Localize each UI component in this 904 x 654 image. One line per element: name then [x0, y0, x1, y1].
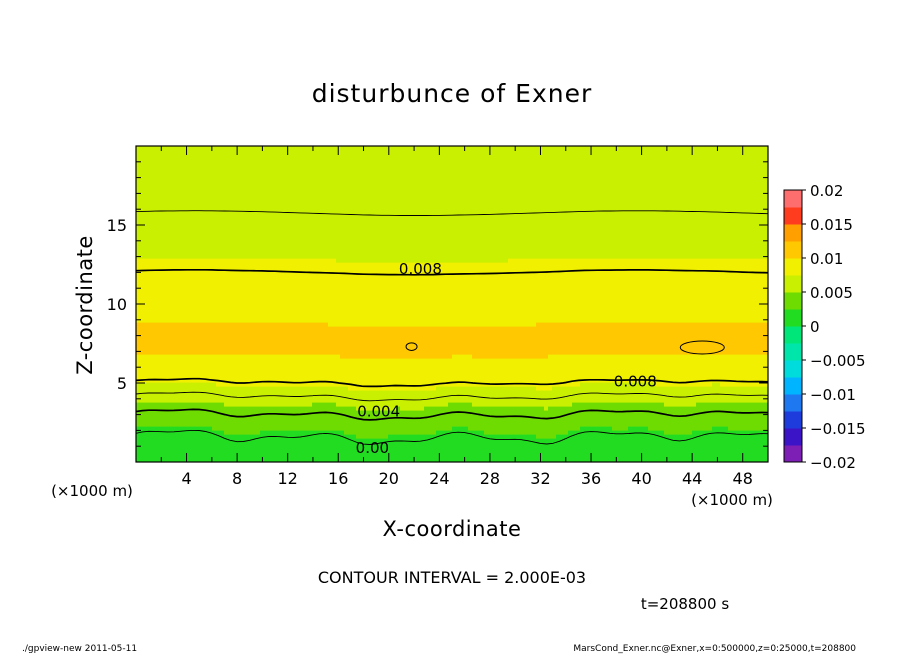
colorbar-swatch [784, 207, 802, 225]
colorbar-swatch [784, 343, 802, 361]
colorbar-tick-labels: 0.02 0.015 0.01 0.005 0 −0.005 −0.01 −0.015 −0.0… [802, 182, 866, 472]
colorbar-swatch [784, 377, 802, 395]
colorbar-tick-label: 0 [810, 318, 820, 336]
colorbar-tick-label: 0.015 [810, 216, 853, 234]
colorbar-tick-label: −0.015 [810, 420, 866, 438]
colorbar-swatch [784, 428, 802, 446]
colorbar-swatch [784, 411, 802, 429]
y-unit-label: (×1000 m) [51, 482, 133, 500]
closed-contour [405, 342, 418, 351]
chart-title: disturbunce of Exner [312, 79, 593, 108]
colorbar-tick-label: 0.01 [810, 250, 843, 268]
x-tick-label: 24 [429, 469, 449, 488]
colorbar-swatch [784, 326, 802, 344]
y-tick-labels: 5 10 15 [107, 216, 127, 393]
x-tick-label: 44 [682, 469, 702, 488]
colorbar-swatch [784, 445, 802, 463]
contour-line [136, 391, 768, 402]
colorbar-tick-label: −0.02 [810, 454, 856, 472]
y-tick-label: 5 [117, 374, 127, 393]
y-tick-label: 15 [107, 216, 127, 235]
time-stamp: t=208800 s [641, 595, 729, 613]
contour-lines [136, 210, 768, 445]
x-tick-label: 16 [328, 469, 348, 488]
colorbar-tick-label: 0.005 [810, 284, 853, 302]
x-tick-label: 20 [379, 469, 399, 488]
x-unit-label: (×1000 m) [691, 491, 773, 509]
footer-right: MarsCond_Exner.nc@Exner,x=0:500000,z=0:2… [573, 644, 856, 654]
contour-line [136, 377, 768, 388]
colorbar-swatch [784, 360, 802, 378]
colorbar-tick-label: 0.02 [810, 182, 843, 200]
colorbar-swatch [784, 190, 802, 208]
colorbar-swatch [784, 292, 802, 310]
contour-label: 0.00 [356, 439, 389, 457]
contour-interval-note: CONTOUR INTERVAL = 2.000E-03 [318, 568, 586, 587]
contour-line [136, 210, 768, 216]
colorbar [784, 190, 802, 463]
colorbar-swatch [784, 258, 802, 276]
x-tick-labels: 4 8 12 16 20 24 28 32 36 40 44 48 [181, 469, 752, 488]
y-tick-label: 10 [107, 295, 127, 314]
x-axis-label: X-coordinate [383, 517, 522, 541]
colorbar-tick-label: −0.01 [810, 386, 856, 404]
x-tick-label: 8 [232, 469, 242, 488]
colorbar-swatch [784, 309, 802, 327]
contour-labels: 0.00 0.004 0.008 0.008 [356, 260, 657, 457]
colorbar-swatch [784, 241, 802, 259]
y-axis-label: Z-coordinate [73, 235, 97, 375]
x-tick-label: 36 [581, 469, 601, 488]
colorbar-swatch [784, 275, 802, 293]
colorbar-swatch [784, 224, 802, 242]
footer-left: ./gpview-new 2011-05-11 [22, 644, 137, 654]
x-tick-label: 32 [530, 469, 550, 488]
colorbar-swatch [784, 394, 802, 412]
x-tick-label: 12 [278, 469, 298, 488]
axis-ticks [135, 145, 769, 463]
colorbar-tick-label: −0.005 [810, 352, 866, 370]
contour-line [136, 429, 768, 445]
contour-label: 0.004 [357, 402, 400, 420]
x-tick-label: 48 [733, 469, 753, 488]
x-tick-label: 4 [181, 469, 191, 488]
x-tick-label: 28 [480, 469, 500, 488]
closed-contour [679, 340, 725, 355]
contour-label: 0.008 [614, 372, 657, 390]
contour-line [136, 268, 768, 276]
contour-line [136, 408, 768, 421]
x-tick-label: 40 [631, 469, 651, 488]
contour-label: 0.008 [399, 260, 442, 278]
